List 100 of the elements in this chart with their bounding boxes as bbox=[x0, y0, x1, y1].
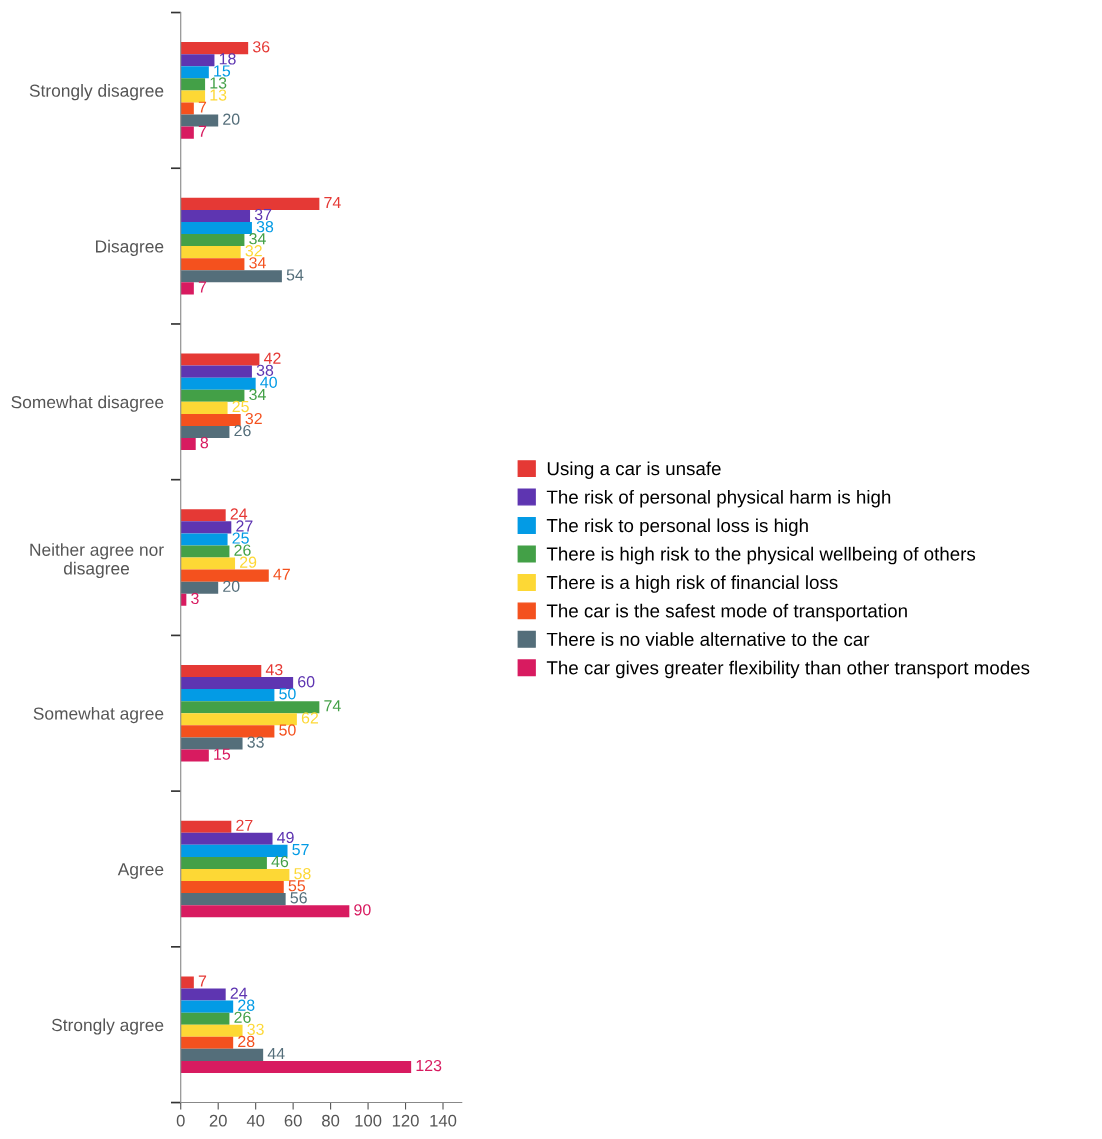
data-label: 44 bbox=[267, 1048, 285, 1059]
bar bbox=[180, 401, 228, 414]
data-label: 55 bbox=[288, 880, 306, 892]
bar bbox=[180, 90, 206, 103]
data-label: 7 bbox=[198, 975, 207, 987]
data-label: 32 bbox=[245, 245, 262, 257]
data-label: 7 bbox=[198, 101, 207, 113]
y-tick-label: Agree bbox=[117, 863, 164, 879]
x-tick-label: 20 bbox=[209, 1114, 227, 1127]
bar bbox=[180, 102, 194, 115]
data-label: 15 bbox=[214, 748, 231, 760]
data-label: 43 bbox=[265, 664, 283, 676]
legend-label: There is high risk to the physical wellbeing of others bbox=[546, 546, 976, 565]
bar bbox=[180, 664, 262, 678]
data-label: 13 bbox=[210, 77, 227, 89]
data-label: 34 bbox=[249, 388, 266, 401]
bar bbox=[180, 749, 209, 762]
data-label: 18 bbox=[219, 53, 236, 65]
bar bbox=[180, 197, 320, 210]
data-label: 20 bbox=[223, 113, 240, 125]
bar bbox=[180, 713, 297, 726]
data-label: 7 bbox=[198, 281, 207, 293]
data-label: 40 bbox=[260, 376, 277, 389]
data-label: 27 bbox=[236, 819, 253, 831]
bar bbox=[180, 545, 230, 558]
data-label: 3 bbox=[191, 592, 199, 605]
bar bbox=[180, 844, 288, 857]
data-label: 24 bbox=[230, 508, 248, 520]
x-tick-label: 40 bbox=[246, 1114, 265, 1127]
bar bbox=[180, 258, 245, 271]
data-label: 54 bbox=[286, 269, 304, 281]
legend-label: There is a high risk of financial loss bbox=[546, 575, 838, 593]
bar bbox=[180, 66, 209, 79]
y-tick-label: Somewhat agree bbox=[33, 706, 164, 724]
bar bbox=[180, 438, 196, 451]
bar bbox=[180, 737, 243, 750]
bar bbox=[180, 425, 230, 439]
bar bbox=[180, 581, 219, 594]
data-label: 74 bbox=[324, 700, 341, 712]
bar bbox=[180, 282, 194, 295]
data-label: 32 bbox=[245, 412, 262, 425]
data-label: 15 bbox=[214, 65, 231, 77]
y-tick-label: Disagree bbox=[96, 239, 164, 256]
legend-label: There is no viable alternative to the car bbox=[546, 632, 870, 646]
bar bbox=[180, 1036, 234, 1049]
data-label: 8 bbox=[200, 437, 209, 449]
data-label: 57 bbox=[292, 844, 309, 856]
data-label: 34 bbox=[249, 233, 266, 245]
x-tick-label: 120 bbox=[392, 1114, 419, 1127]
bar bbox=[180, 881, 284, 894]
y-tick-label: Neither agree nor disagree bbox=[30, 543, 164, 579]
y-tick-label: Strongly agree bbox=[51, 1018, 164, 1035]
bar bbox=[180, 1048, 264, 1061]
bar bbox=[180, 677, 294, 690]
x-tick-label: 80 bbox=[322, 1114, 340, 1127]
data-label: 36 bbox=[252, 41, 270, 53]
bar bbox=[180, 569, 269, 582]
x-tick-label: 140 bbox=[430, 1114, 457, 1127]
bar bbox=[180, 42, 249, 55]
data-label: 37 bbox=[254, 208, 272, 221]
data-label: 50 bbox=[279, 688, 296, 700]
bar bbox=[180, 234, 245, 247]
legend-label: The car gives greater flexibility than other transport modes bbox=[546, 660, 1030, 679]
data-label: 7 bbox=[198, 125, 207, 137]
y-tick-label: Somewhat disagree bbox=[11, 395, 164, 412]
data-label: 49 bbox=[277, 831, 294, 844]
bar bbox=[180, 976, 194, 989]
data-label: 24 bbox=[230, 987, 248, 999]
bar bbox=[180, 521, 232, 534]
data-label: 56 bbox=[290, 892, 307, 904]
bar bbox=[180, 689, 275, 702]
data-label: 28 bbox=[238, 1035, 255, 1048]
bar bbox=[180, 988, 226, 1001]
legend-label: The risk of personal physical harm is high bbox=[546, 489, 891, 508]
data-label: 46 bbox=[271, 855, 289, 868]
data-label: 25 bbox=[232, 532, 249, 544]
data-label: 13 bbox=[210, 89, 227, 101]
x-tick-label: 0 bbox=[176, 1114, 185, 1127]
bar bbox=[180, 126, 194, 139]
data-label: 47 bbox=[273, 568, 290, 580]
bar bbox=[180, 893, 286, 906]
data-label: 20 bbox=[223, 580, 240, 592]
bar bbox=[180, 1012, 230, 1025]
data-label: 123 bbox=[416, 1059, 442, 1072]
data-label: 33 bbox=[247, 1023, 264, 1036]
data-label: 38 bbox=[256, 364, 274, 376]
data-label: 60 bbox=[298, 676, 315, 688]
data-label: 27 bbox=[236, 520, 253, 532]
data-label: 26 bbox=[234, 1011, 251, 1023]
data-label: 50 bbox=[279, 724, 296, 736]
bar bbox=[180, 832, 273, 845]
x-tick-label: 60 bbox=[284, 1114, 302, 1127]
legend-label: The car is the safest mode of transportation bbox=[546, 603, 907, 622]
bar bbox=[180, 820, 232, 833]
bar bbox=[180, 557, 236, 570]
bar bbox=[180, 533, 228, 546]
data-label: 29 bbox=[240, 556, 257, 568]
legend-label: The risk to personal loss is high bbox=[546, 518, 808, 536]
bar bbox=[180, 114, 219, 127]
bar bbox=[180, 1000, 234, 1013]
